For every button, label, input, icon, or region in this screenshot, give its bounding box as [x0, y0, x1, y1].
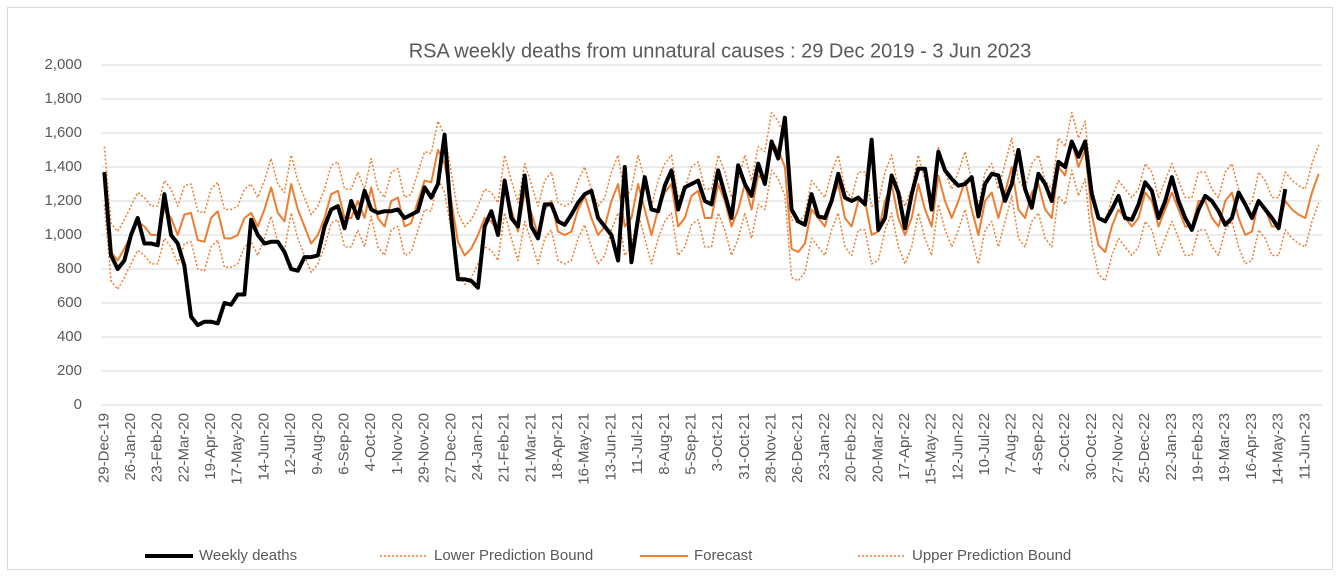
legend-label: Forecast [694, 547, 753, 564]
x-tick-label: 5-Sep-21 [682, 413, 699, 475]
x-tick-label: 11-Jul-21 [629, 413, 646, 474]
x-tick-label: 29-Dec-19 [95, 413, 112, 483]
x-tick-label: 27-Nov-22 [1109, 413, 1126, 483]
x-tick-label: 23-Feb-20 [149, 413, 166, 482]
x-tick-label: 8-Aug-21 [656, 413, 673, 475]
x-tick-label: 2-Oct-22 [1056, 413, 1073, 471]
y-tick-label: 2,000 [44, 56, 82, 73]
y-tick-label: 1,000 [44, 226, 82, 243]
x-tick-label: 31-Oct-21 [736, 413, 753, 480]
x-tick-label: 9-Aug-20 [309, 413, 326, 475]
chart-title: RSA weekly deaths from unnatural causes … [409, 40, 1032, 62]
x-tick-label: 19-Feb-23 [1190, 413, 1207, 482]
x-tick-label: 3-Oct-21 [709, 413, 726, 471]
x-tick-label: 11-Jun-23 [1296, 413, 1313, 479]
x-tick-label: 29-Nov-20 [416, 413, 433, 483]
legend-label: Lower Prediction Bound [434, 547, 593, 564]
x-tick-label: 23-Jan-22 [816, 413, 833, 481]
x-tick-label: 21-Feb-21 [496, 413, 513, 482]
series-line [103, 169, 1320, 291]
x-tick-label: 20-Feb-22 [843, 413, 860, 482]
x-tick-label: 12-Jul-20 [282, 413, 299, 476]
y-tick-label: 200 [57, 362, 82, 379]
x-tick-label: 16-Apr-23 [1243, 413, 1260, 480]
x-tick-label: 4-Oct-20 [362, 413, 379, 471]
y-tick-label: 600 [57, 294, 82, 311]
x-tick-label: 22-Jan-23 [1163, 413, 1180, 481]
x-tick-label: 7-Aug-22 [1003, 413, 1020, 475]
x-tick-label: 21-Mar-21 [522, 413, 539, 482]
x-tick-label: 30-Oct-22 [1083, 413, 1100, 480]
y-tick-label: 1,800 [44, 90, 82, 107]
x-tick-label: 18-Apr-21 [549, 413, 566, 480]
x-tick-label: 20-Mar-22 [869, 413, 886, 482]
series-line [103, 140, 1320, 262]
y-tick-label: 1,200 [44, 192, 82, 209]
x-tick-label: 15-May-22 [923, 413, 940, 485]
x-tick-label: 13-Jun-21 [602, 413, 619, 481]
x-tick-label: 6-Sep-20 [336, 413, 353, 475]
x-tick-label: 26-Dec-21 [789, 413, 806, 483]
x-tick-label: 19-Mar-23 [1216, 413, 1233, 482]
x-tick-label: 27-Dec-20 [442, 413, 459, 483]
x-tick-label: 14-May-23 [1270, 413, 1287, 485]
x-tick-label: 16-May-21 [576, 413, 593, 485]
x-tick-label: 17-Apr-22 [896, 413, 913, 480]
x-tick-label: 25-Dec-22 [1136, 413, 1153, 483]
y-tick-label: 0 [74, 396, 82, 413]
x-tick-label: 28-Nov-21 [763, 413, 780, 483]
x-tick-label: 1-Nov-20 [389, 413, 406, 475]
x-tick-label: 19-Apr-20 [202, 413, 219, 480]
series-line [102, 115, 1288, 328]
legend-label: Weekly deaths [199, 547, 297, 564]
chart-border [7, 7, 1333, 570]
x-tick-label: 22-Mar-20 [175, 413, 192, 482]
legend-label: Upper Prediction Bound [912, 547, 1071, 564]
x-tick-label: 4-Sep-22 [1029, 413, 1046, 475]
x-tick-label: 14-Jun-20 [255, 413, 272, 481]
y-tick-label: 1,600 [44, 124, 82, 141]
x-tick-label: 10-Jul-22 [976, 413, 993, 476]
y-tick-label: 1,400 [44, 158, 82, 175]
x-tick-label: 12-Jun-22 [949, 413, 966, 481]
x-tick-label: 24-Jan-21 [469, 413, 486, 481]
x-tick-label: 26-Jan-20 [122, 413, 139, 481]
x-tick-label: 17-May-20 [229, 413, 246, 485]
y-tick-label: 400 [57, 328, 82, 345]
y-tick-label: 800 [57, 260, 82, 277]
series-line [103, 111, 1320, 233]
